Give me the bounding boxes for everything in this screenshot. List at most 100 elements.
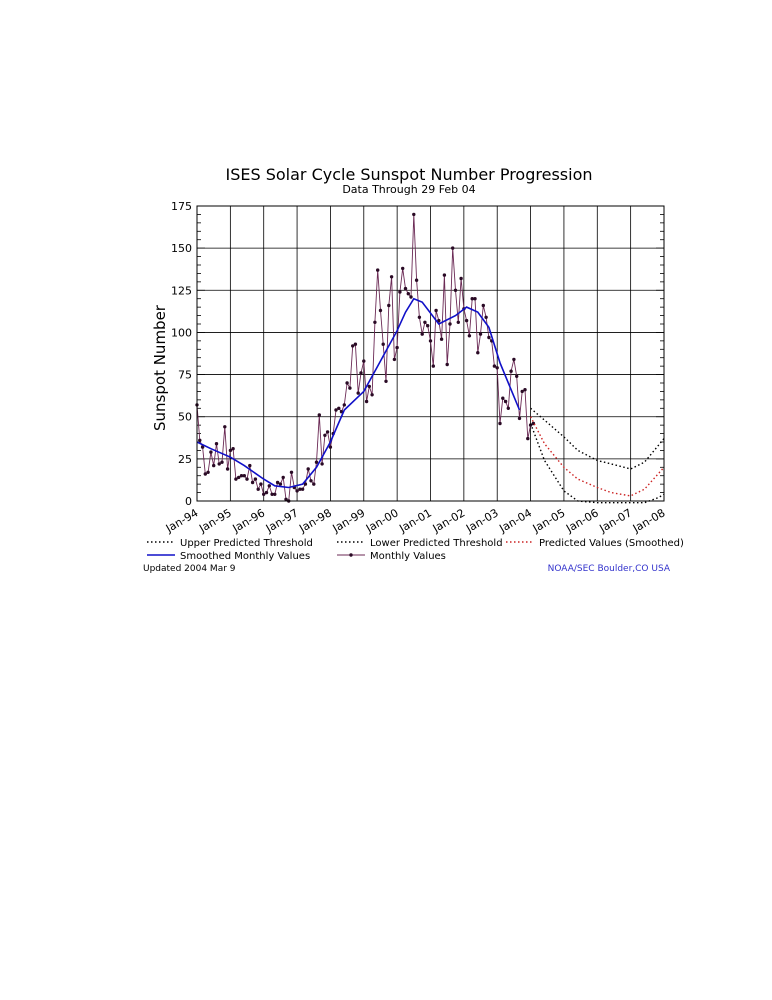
x-tick-label: Jan-01 bbox=[396, 506, 434, 535]
legend-label: Upper Predicted Threshold bbox=[180, 538, 313, 549]
data-point bbox=[323, 433, 327, 437]
y-tick-label: 125 bbox=[171, 284, 192, 297]
data-point bbox=[373, 320, 377, 324]
data-point bbox=[270, 492, 274, 496]
x-tick-label: Jan-05 bbox=[530, 506, 568, 535]
plot-frame bbox=[196, 205, 665, 502]
data-point bbox=[470, 297, 474, 301]
data-point bbox=[281, 475, 285, 480]
data-point bbox=[362, 359, 366, 363]
data-point bbox=[342, 403, 346, 407]
data-point bbox=[306, 467, 310, 471]
y-ticks: 0 25 50 75 100 125 150 175 bbox=[171, 200, 192, 508]
data-point bbox=[353, 342, 358, 346]
data-point bbox=[289, 470, 294, 474]
data-point bbox=[431, 364, 435, 368]
data-point bbox=[376, 268, 380, 272]
data-point bbox=[248, 463, 252, 468]
x-ticks: Jan-94Jan-95Jan-96Jan-97Jan-98Jan-99Jan-… bbox=[163, 506, 668, 535]
data-point bbox=[498, 421, 502, 426]
data-point bbox=[484, 315, 488, 319]
data-point bbox=[481, 303, 485, 308]
data-point bbox=[334, 408, 338, 412]
data-point bbox=[309, 479, 313, 483]
y-tick-label: 0 bbox=[185, 495, 192, 508]
data-point bbox=[414, 278, 419, 282]
series-line-3 bbox=[530, 407, 665, 470]
data-point bbox=[314, 460, 319, 464]
data-point bbox=[420, 332, 424, 336]
data-point bbox=[389, 275, 394, 279]
data-point bbox=[395, 345, 399, 350]
data-point bbox=[273, 492, 277, 496]
legend-label: Predicted Values (Smoothed) bbox=[539, 538, 684, 549]
data-point bbox=[473, 297, 477, 301]
data-point bbox=[348, 386, 352, 390]
y-tick-label: 75 bbox=[178, 369, 192, 382]
x-tick-label: Jan-99 bbox=[330, 506, 368, 535]
updated-note: Updated 2004 Mar 9 bbox=[143, 564, 236, 574]
data-point bbox=[526, 436, 530, 441]
data-point bbox=[303, 482, 308, 486]
data-point bbox=[409, 295, 413, 299]
x-tick-label: Jan-96 bbox=[230, 506, 268, 535]
legend-label: Lower Predicted Threshold bbox=[370, 538, 503, 549]
y-tick-label: 175 bbox=[171, 200, 192, 213]
data-point bbox=[439, 337, 444, 341]
data-point bbox=[464, 318, 469, 323]
legend-label: Monthly Values bbox=[370, 551, 446, 562]
data-point bbox=[512, 357, 516, 362]
data-point bbox=[262, 492, 266, 496]
data-point bbox=[253, 477, 258, 481]
data-point bbox=[487, 335, 491, 340]
data-point bbox=[212, 463, 216, 468]
data-point bbox=[509, 369, 513, 373]
data-point bbox=[423, 320, 427, 324]
data-point bbox=[442, 273, 447, 277]
x-tick-label: Jan-06 bbox=[563, 506, 601, 535]
data-point bbox=[225, 467, 230, 471]
data-point bbox=[506, 406, 510, 410]
data-point bbox=[239, 474, 244, 478]
y-axis-label: Sunspot Number bbox=[151, 304, 169, 431]
data-point bbox=[478, 332, 483, 336]
x-tick-label: Jan-94 bbox=[163, 506, 201, 535]
data-point bbox=[501, 396, 505, 400]
data-point bbox=[403, 286, 408, 291]
data-point bbox=[320, 462, 324, 466]
chart-subtitle: Data Through 29 Feb 04 bbox=[342, 183, 475, 196]
data-point bbox=[198, 438, 202, 442]
data-point bbox=[284, 497, 288, 501]
data-point bbox=[417, 315, 422, 319]
data-point bbox=[245, 477, 249, 481]
data-point bbox=[200, 445, 205, 449]
data-point bbox=[242, 474, 246, 478]
data-point bbox=[345, 381, 349, 385]
data-point bbox=[428, 339, 433, 343]
data-point bbox=[520, 389, 524, 394]
data-point bbox=[398, 290, 402, 294]
data-point bbox=[275, 480, 280, 485]
data-point bbox=[337, 406, 341, 410]
data-point bbox=[453, 288, 458, 292]
data-point bbox=[387, 303, 391, 308]
data-point bbox=[267, 484, 271, 488]
data-point bbox=[367, 384, 371, 389]
data-point bbox=[503, 399, 508, 404]
data-point bbox=[209, 450, 213, 454]
grid-lines bbox=[197, 205, 664, 502]
data-point bbox=[459, 276, 463, 281]
data-point bbox=[234, 477, 238, 481]
data-point bbox=[456, 320, 460, 324]
data-point bbox=[250, 480, 255, 485]
data-point bbox=[445, 362, 449, 367]
data-point bbox=[351, 344, 355, 348]
data-point bbox=[231, 447, 235, 451]
legend-label: Smoothed Monthly Values bbox=[180, 551, 310, 562]
x-tick-label: Jan-04 bbox=[496, 506, 534, 535]
data-point bbox=[515, 374, 519, 378]
data-point bbox=[381, 342, 385, 346]
data-point bbox=[517, 416, 522, 421]
data-point bbox=[278, 482, 283, 486]
